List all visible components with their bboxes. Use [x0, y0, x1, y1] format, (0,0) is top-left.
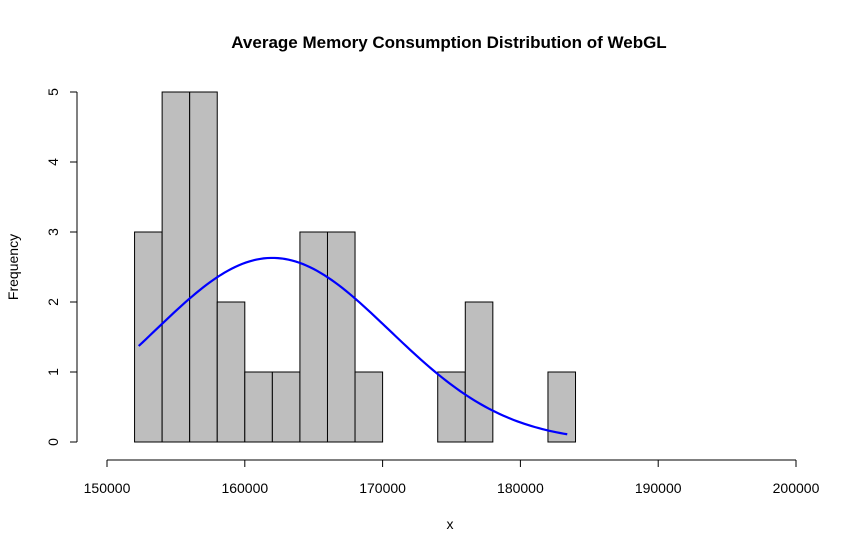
x-axis: 150000 160000 170000 180000 190000 200000 — [84, 459, 820, 496]
histogram-bar-12 — [464, 301, 494, 443]
y-tick-label-4: 4 — [45, 158, 61, 166]
y-tick-label-3: 3 — [45, 228, 61, 236]
histogram-bar-5 — [271, 371, 301, 443]
bars-layer — [134, 91, 577, 443]
histogram-bar-6 — [299, 231, 328, 443]
x-tick-label-4: 190000 — [635, 480, 682, 496]
histogram-bar-4 — [244, 371, 273, 443]
histogram-bar-3 — [216, 301, 246, 443]
y-tick-label-0: 0 — [45, 438, 61, 446]
x-tick-label-2: 170000 — [359, 480, 406, 496]
histogram-bar-8 — [354, 371, 384, 443]
y-axis-label: Frequency — [5, 234, 21, 300]
histogram-bar-2 — [189, 91, 218, 443]
x-tick-label-0: 150000 — [84, 480, 131, 496]
y-axis: 0 1 2 3 4 5 — [45, 88, 78, 446]
histogram-bar-1 — [161, 91, 191, 443]
histogram-bar-15 — [547, 371, 577, 443]
x-tick-label-1: 160000 — [221, 480, 268, 496]
x-tick-label-5: 200000 — [773, 480, 820, 496]
histogram-bar-11 — [437, 371, 466, 443]
x-axis-label: x — [447, 516, 454, 532]
x-tick-label-3: 180000 — [497, 480, 544, 496]
density-curve-layer — [137, 256, 568, 436]
density-curve — [137, 256, 568, 436]
y-tick-label-1: 1 — [45, 368, 61, 376]
y-tick-label-2: 2 — [45, 298, 61, 306]
histogram-bar-7 — [326, 231, 356, 443]
y-tick-label-5: 5 — [45, 88, 61, 96]
chart-title: Average Memory Consumption Distribution … — [231, 33, 666, 52]
